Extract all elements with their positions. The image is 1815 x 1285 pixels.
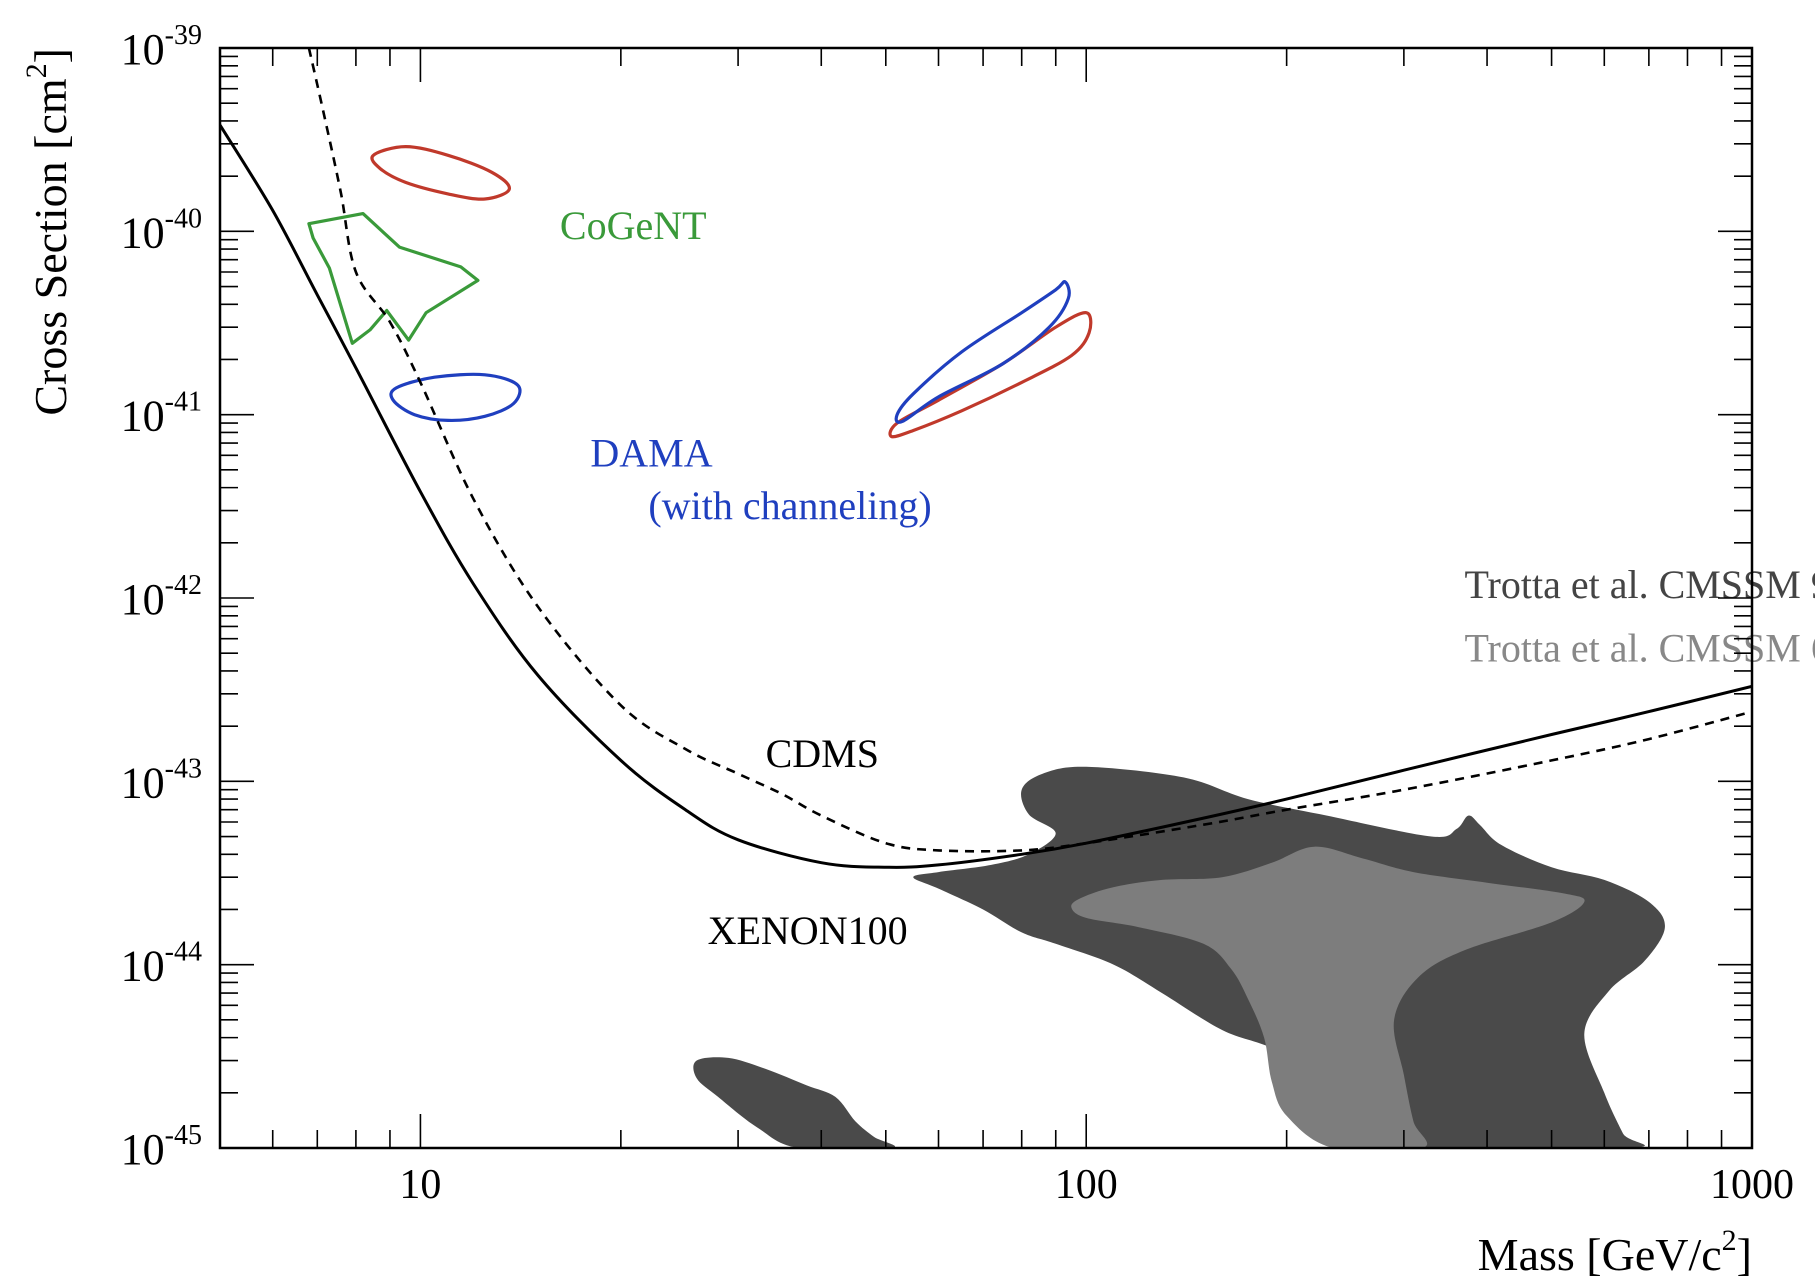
x-tick-label: 10 [399,1162,441,1208]
limit-curves [220,48,1752,869]
signal-contours [307,145,1093,439]
x-tick-label: 100 [1055,1162,1118,1208]
y-tick-label: 10-43 [121,753,202,807]
series-cdms-line [307,48,1752,853]
annotations: DAMACoGeNTDAMA(with channeling)Trotta et… [560,203,1815,953]
series-xenon100-line [220,124,1752,869]
region-trotta-et-al-cmssm-95-c-l-1 [693,1057,895,1148]
tick-marks [219,48,1753,1149]
y-tick-label: 10-45 [121,1120,202,1174]
annotation-trotta-et-al-cmssm-95-c-l: Trotta et al. CMSSM 95% c.l. [1465,562,1815,607]
y-tick-label: 10-41 [121,387,202,441]
annotation-trotta-et-al-cmssm-68-c-l: Trotta et al. CMSSM 68% c.l. [1465,626,1815,671]
annotation-xenon100: XENON100 [708,908,908,953]
x-tick-label: 1000 [1710,1162,1794,1208]
y-tick-label: 10-40 [121,203,202,257]
annotation-dama: DAMA [590,431,712,476]
contour-dama-0 [370,145,511,201]
contour-dama-with-channeling-3 [894,279,1071,424]
y-tick-label: 10-39 [121,20,202,74]
y-axis-label: Cross Section [cm2] [20,48,76,416]
annotation-with-channeling: (with channeling) [648,483,931,528]
contour-cogent-4 [307,212,480,345]
y-tick-label: 10-44 [121,937,202,991]
contour-dama-with-channeling-2 [389,372,522,423]
y-tick-label: 10-42 [121,570,202,624]
axes: 10 100 1000 10-39 10-40 10-41 10-42 10-43 10-44 1… [20,20,1794,1280]
region-trotta-et-al-cmssm-68-c-l-2 [1071,846,1585,1148]
cmssm-regions [693,766,1665,1148]
annotation-cogent: CoGeNT [560,203,707,248]
annotation-cdms: CDMS [766,731,879,776]
x-axis-label: Mass [GeV/c2] [1478,1224,1752,1280]
